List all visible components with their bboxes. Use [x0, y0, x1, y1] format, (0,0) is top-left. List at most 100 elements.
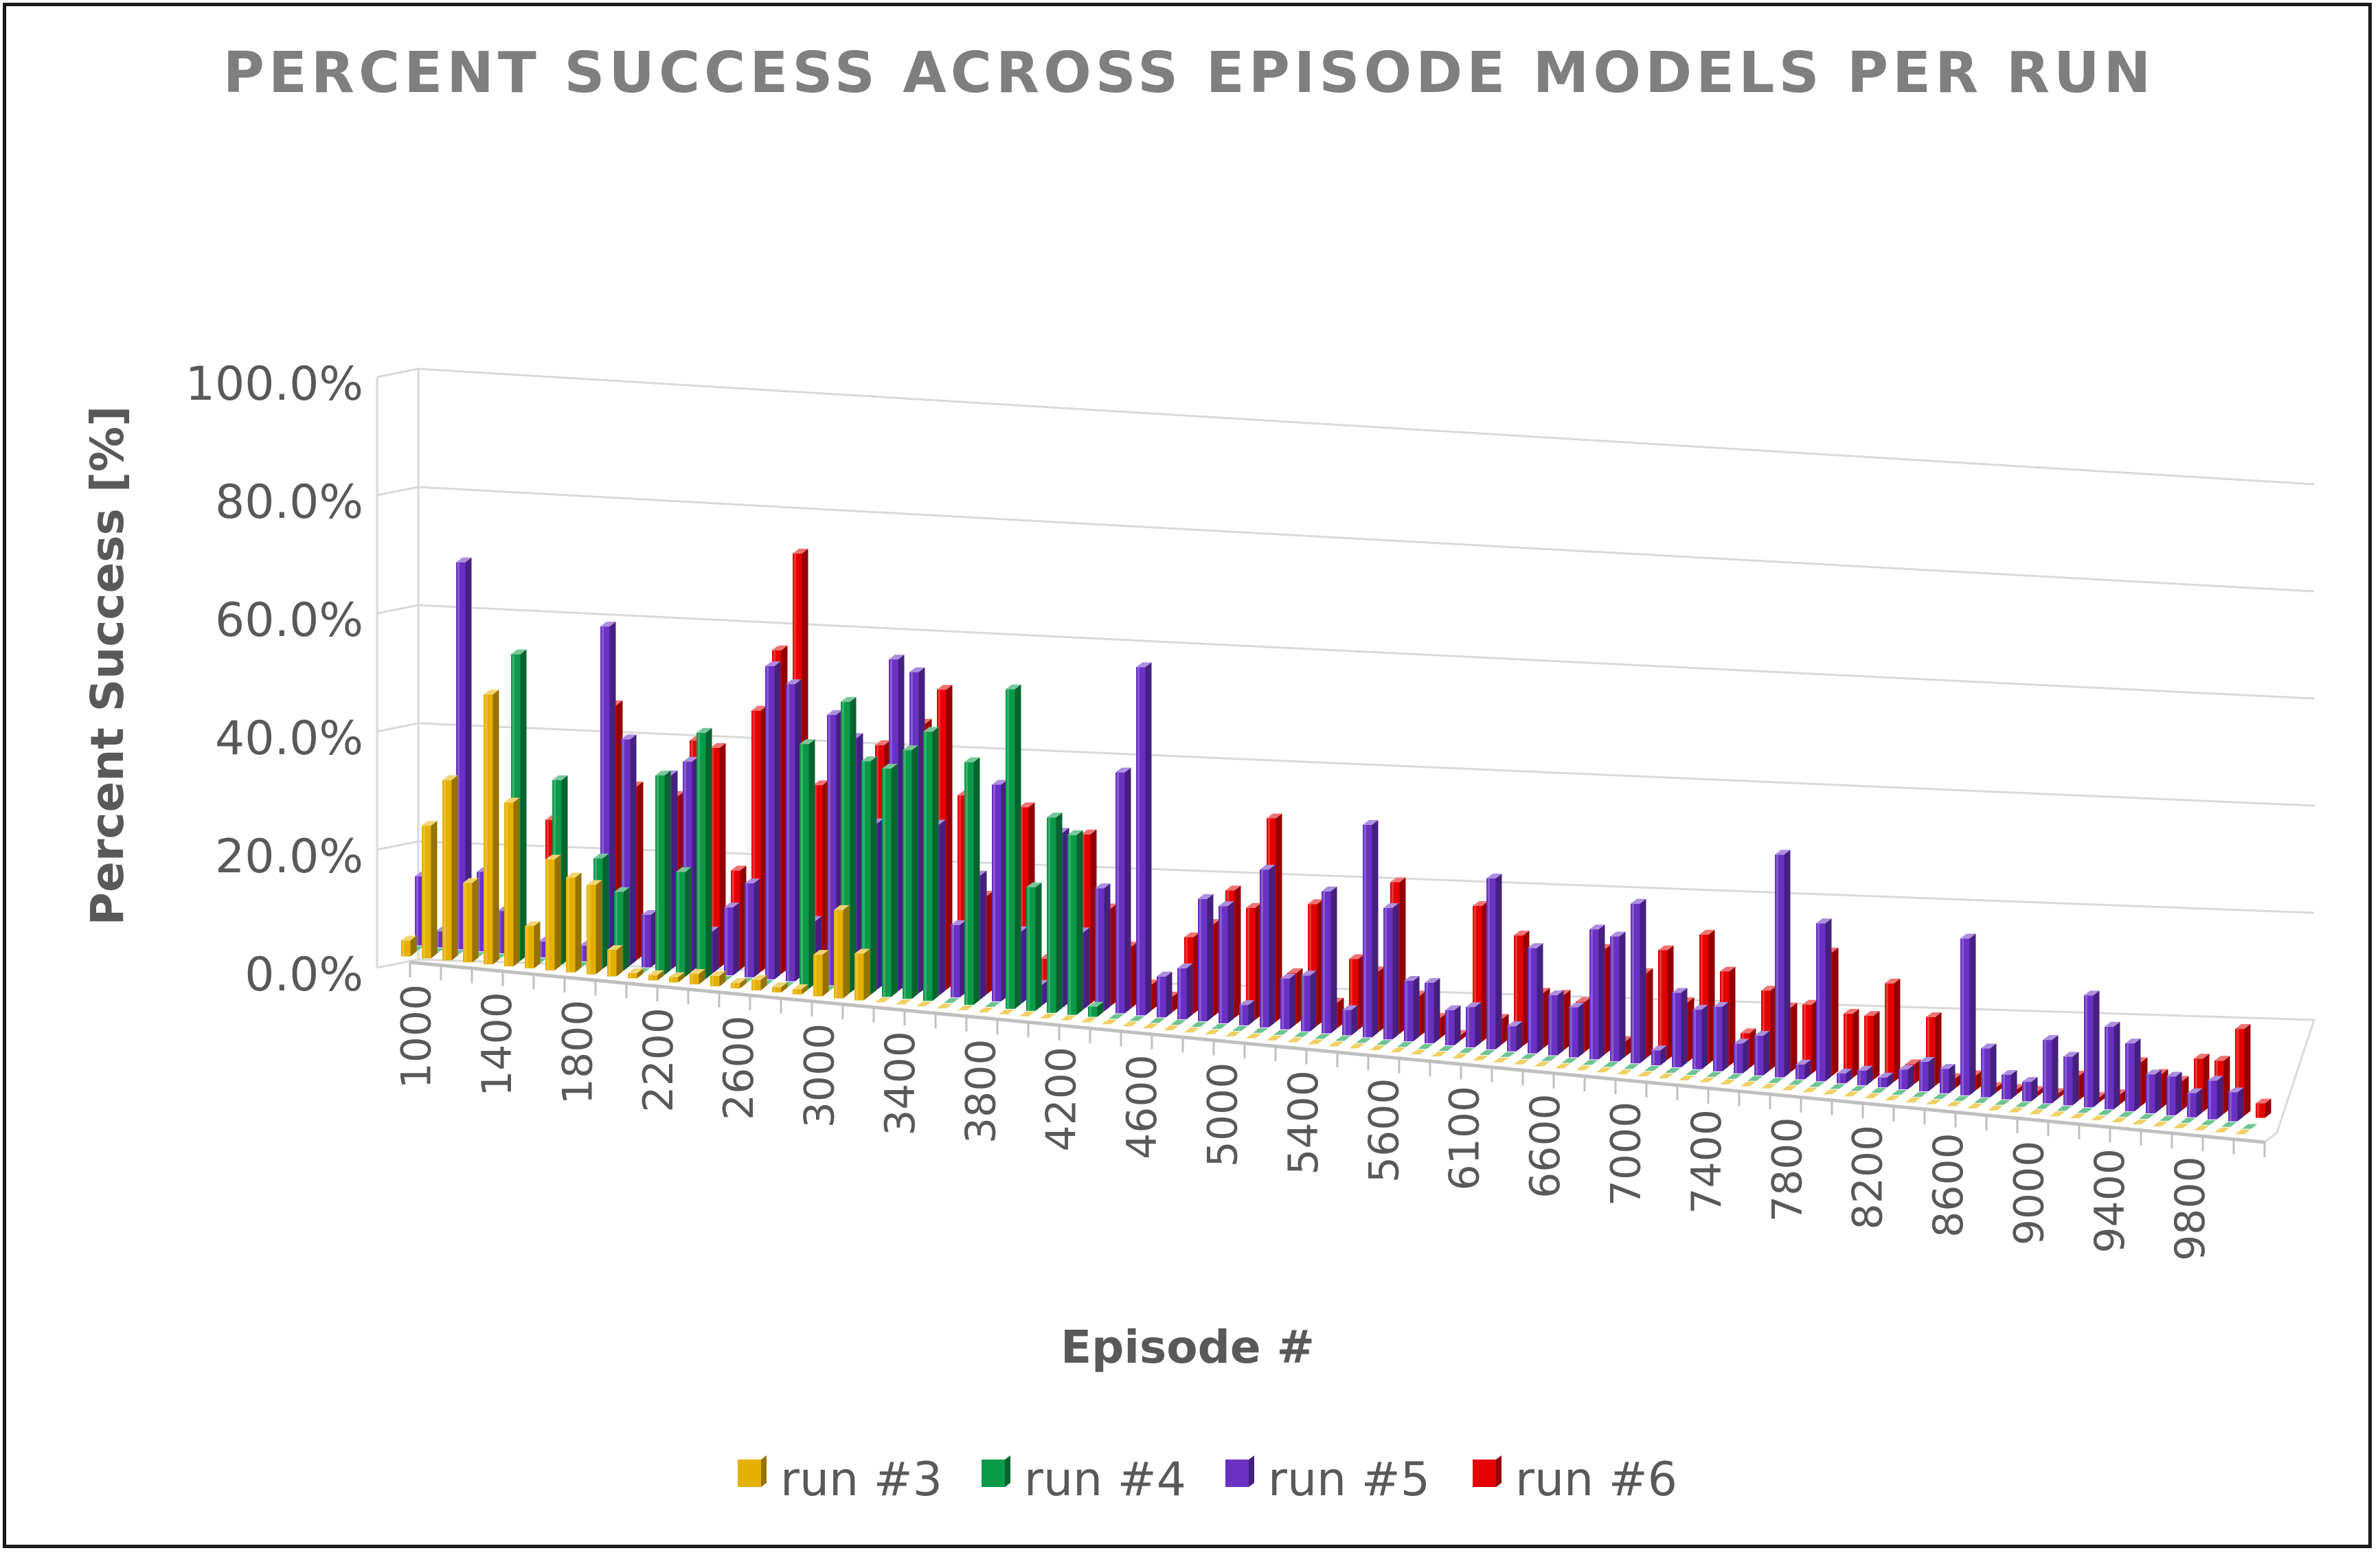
bar-run3 [1102, 1019, 1118, 1025]
bar-run3 [1267, 1035, 1282, 1041]
bar-run3 [1637, 1071, 1653, 1077]
bar-run4 [2201, 1120, 2217, 1125]
bar-run4 [861, 756, 877, 995]
grid-layer [376, 367, 2315, 1021]
bar-run4 [1953, 1096, 1969, 1101]
bar-run5 [2105, 1021, 2120, 1110]
x-tick-label: 8200 [1844, 1125, 1892, 1230]
bar-run3 [2029, 1109, 2045, 1115]
x-tick-label: 5400 [1280, 1070, 1328, 1175]
bar-run3 [1596, 1067, 1612, 1073]
bar-run3 [1576, 1065, 1591, 1071]
bar-run3 [834, 905, 850, 999]
x-tick-label: 7800 [1763, 1117, 1811, 1222]
bar-run5 [1651, 1045, 1667, 1066]
bar-run4 [655, 771, 671, 975]
bar-run3 [525, 921, 541, 968]
legend-label: run #4 [1024, 1453, 1186, 1507]
bar-run3 [1802, 1087, 1818, 1093]
bar-run6 [1885, 978, 1901, 1082]
bar-run3 [1411, 1049, 1427, 1055]
bar-run6 [2256, 1098, 2271, 1118]
bar-run5 [1115, 767, 1131, 1014]
bar-run5 [1919, 1057, 1935, 1091]
bar-run3 [999, 1009, 1015, 1014]
bar-run3 [2153, 1121, 2168, 1126]
bar-run5 [2187, 1088, 2203, 1117]
bar-run5 [992, 780, 1008, 1001]
legend-label: run #6 [1515, 1453, 1677, 1507]
y-tick-label: 40.0% [215, 712, 363, 766]
x-tick-label: 4200 [1038, 1047, 1086, 1152]
bar-run5 [2208, 1076, 2223, 1120]
bar-run4 [800, 739, 815, 989]
bar-run5 [1095, 883, 1111, 1012]
bar-run4 [696, 727, 712, 979]
bar-run5 [1878, 1072, 1894, 1088]
bar-run3 [751, 975, 767, 990]
bar-run3 [1473, 1055, 1488, 1060]
bar-run4 [1253, 1028, 1269, 1033]
bar-run5 [1548, 990, 1564, 1056]
bar-run4 [1397, 1042, 1413, 1047]
x-tick-label: 4600 [1118, 1054, 1166, 1159]
bar-run4 [1459, 1047, 1475, 1053]
bar-run3 [1988, 1105, 2004, 1111]
bar-run5 [642, 909, 657, 968]
bar-run5 [1322, 886, 1337, 1034]
bar-run4 [1315, 1034, 1330, 1039]
legend-swatch [738, 1460, 761, 1487]
bar-run5 [1486, 873, 1502, 1049]
bar-run4 [1480, 1049, 1495, 1055]
bar-run4 [1562, 1058, 1578, 1063]
x-tick-label: 5600 [1360, 1078, 1408, 1183]
bar-run3 [648, 970, 664, 981]
bar-run3 [690, 968, 705, 985]
y-tick-label: 100.0% [185, 357, 363, 411]
bar-run5 [2084, 990, 2100, 1108]
bar-run5 [1981, 1043, 1997, 1098]
bar-run3 [1947, 1101, 1962, 1106]
bar-run4 [676, 867, 692, 977]
legend-swatch [982, 1460, 1005, 1487]
bar-run5 [1569, 1002, 1585, 1058]
bar-run4 [1727, 1074, 1743, 1079]
bar-run3 [1287, 1037, 1303, 1043]
bar-run5 [765, 661, 781, 979]
bar-run3 [1246, 1033, 1262, 1038]
legend-label: run #3 [780, 1453, 942, 1507]
bar-run4 [903, 745, 918, 999]
bar-run4 [2077, 1108, 2093, 1113]
bar-run5 [2022, 1077, 2038, 1102]
bar-run3 [1967, 1103, 1983, 1109]
bar-run3 [1122, 1021, 1138, 1027]
bar-run4 [1376, 1040, 1392, 1045]
bar-run5 [1219, 901, 1234, 1023]
bar-run3 [566, 872, 582, 973]
bar-run5 [1239, 1000, 1255, 1025]
bar-run5 [786, 679, 802, 981]
bar-run3 [1370, 1045, 1385, 1051]
bar-run5 [1692, 1005, 1708, 1069]
bar-run3 [1390, 1047, 1406, 1053]
bar-run3 [2194, 1125, 2210, 1131]
bar-run4 [944, 998, 960, 1003]
bar-run4 [1109, 1014, 1124, 1019]
y-tick-label: 0.0% [245, 948, 363, 1002]
legend-item: run #5 [1225, 1453, 1430, 1507]
bar-run4 [2160, 1115, 2175, 1121]
x-tick-label: 3400 [876, 1031, 925, 1136]
x-tick-label: 6600 [1521, 1093, 1569, 1199]
bar-run3 [1555, 1063, 1571, 1069]
bar-run3 [545, 854, 561, 971]
x-tick-label: 5000 [1199, 1063, 1247, 1168]
bar-run3 [1184, 1028, 1200, 1033]
bar-run4 [2118, 1112, 2134, 1117]
gridline [418, 486, 2315, 593]
bar-run4 [1500, 1052, 1516, 1057]
bar-run4 [1624, 1064, 1640, 1069]
bar-run4 [2242, 1124, 2258, 1129]
side-gridline [376, 722, 419, 733]
bar-run3 [2070, 1113, 2086, 1119]
bar-run5 [1363, 819, 1379, 1038]
